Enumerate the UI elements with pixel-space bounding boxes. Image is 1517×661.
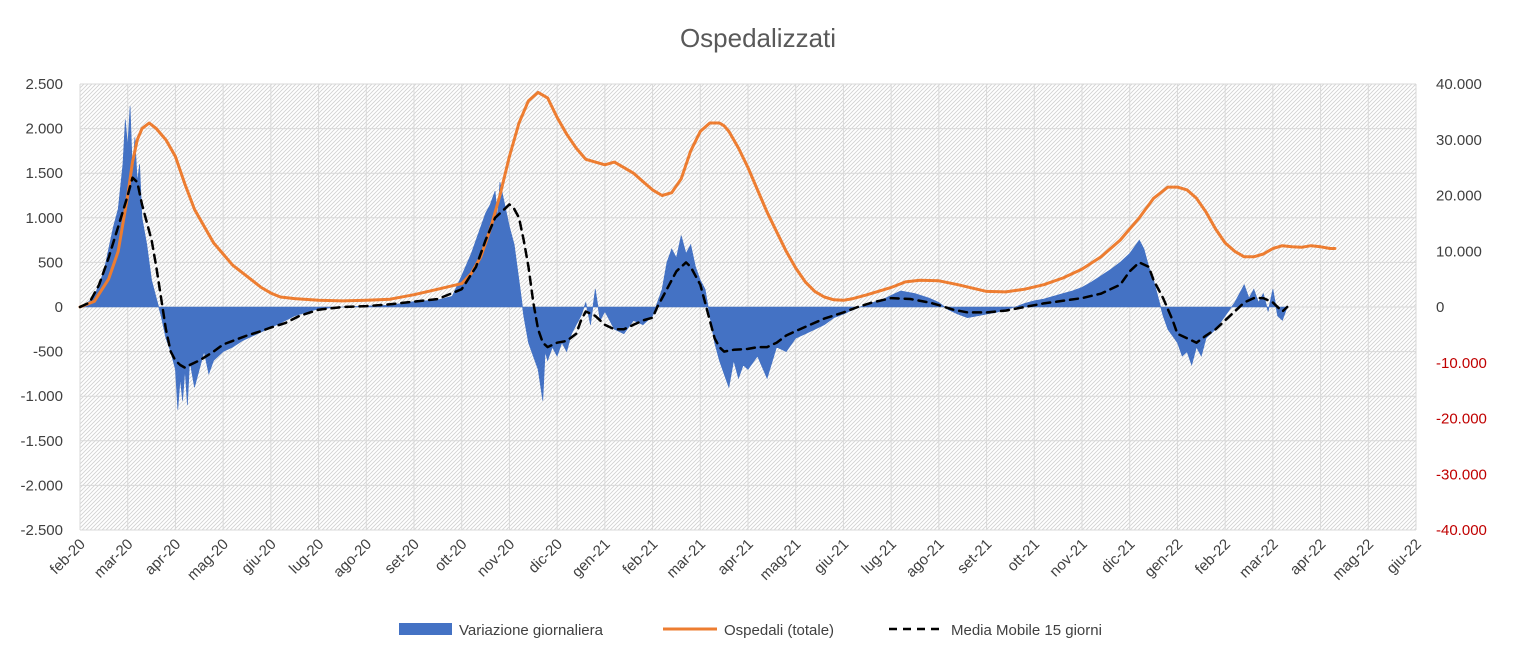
x-tick-label: apr-21 [714, 536, 757, 579]
x-tick-label: mar-22 [1236, 536, 1282, 582]
right-tick-label: 40.000 [1436, 76, 1482, 93]
x-tick-label: lug-21 [858, 536, 900, 578]
right-tick-label: 30.000 [1436, 132, 1482, 149]
left-axis-ticks: 2.500 2.000 1.500 1.000 500 0 -500 -1.000 -1.500… [20, 76, 63, 539]
legend-swatch-variazione [399, 623, 452, 635]
x-tick-label: ott-20 [431, 536, 470, 575]
series-area-variazione-giornaliera [79, 106, 1288, 410]
legend-label-ospedali: Ospedali (totale) [724, 622, 834, 639]
x-tick-label: ott-21 [1004, 536, 1043, 575]
right-tick-label: -30.000 [1436, 466, 1487, 483]
series-line-media-mobile [78, 176, 1289, 369]
left-tick-label: -500 [33, 344, 63, 361]
legend-label-variazione: Variazione giornaliera [459, 622, 604, 639]
right-tick-label: 0 [1436, 299, 1444, 316]
x-tick-label: nov-20 [474, 536, 518, 580]
left-tick-label: -1.500 [20, 433, 63, 450]
grid-layer [79, 83, 1417, 531]
x-tick-label: mag-21 [757, 536, 805, 584]
right-axis-ticks: 40.000 30.000 20.000 10.000 0 -10.000 -20.000 -… [1436, 76, 1487, 539]
x-tick-label: mag-20 [184, 536, 232, 584]
series-lines-group [78, 90, 1337, 369]
x-tick-label: set-21 [954, 536, 996, 578]
right-tick-label: -40.000 [1436, 522, 1487, 539]
x-tick-label: feb-21 [619, 536, 661, 578]
left-tick-label: 0 [55, 299, 63, 316]
x-tick-label: nov-21 [1046, 536, 1090, 580]
right-tick-label: -10.000 [1436, 355, 1487, 372]
series-line-ospedali-totale [78, 90, 1337, 309]
right-tick-label: -20.000 [1436, 411, 1487, 428]
x-tick-label: ago-21 [903, 536, 948, 581]
x-tick-label: mag-22 [1329, 536, 1377, 584]
chart-title: Ospedalizzati [680, 23, 836, 53]
legend: Variazione giornaliera Ospedali (totale)… [399, 622, 1102, 639]
x-tick-label: set-20 [381, 536, 423, 578]
x-tick-label: apr-22 [1287, 536, 1330, 579]
x-tick-label: giu-21 [811, 536, 853, 578]
x-tick-label: ago-20 [330, 536, 375, 581]
left-tick-label: 500 [38, 254, 63, 271]
x-axis-ticks: feb-20 mar-20 apr-20 mag-20 giu-20 lug-20 ago-… [47, 536, 1425, 584]
left-tick-label: 1.500 [25, 165, 63, 182]
x-tick-label: dic-20 [525, 536, 566, 577]
x-tick-label: mar-20 [91, 536, 137, 582]
x-tick-label: giu-22 [1383, 536, 1425, 578]
x-tick-label: giu-20 [238, 536, 280, 578]
x-tick-label: feb-20 [47, 536, 89, 578]
left-tick-label: -2.500 [20, 522, 63, 539]
x-tick-label: mar-21 [663, 536, 709, 582]
left-tick-label: 1.000 [25, 210, 63, 227]
left-tick-label: -1.000 [20, 388, 63, 405]
x-tick-label: gen-21 [569, 536, 614, 581]
legend-label-media-mobile: Media Mobile 15 giorni [951, 622, 1102, 639]
x-tick-label: feb-22 [1192, 536, 1234, 578]
left-tick-label: -2.000 [20, 477, 63, 494]
series-area-group [79, 106, 1288, 410]
right-tick-label: 10.000 [1436, 243, 1482, 260]
left-tick-label: 2.000 [25, 121, 63, 138]
x-tick-label: gen-22 [1141, 536, 1186, 581]
x-tick-label: apr-20 [142, 536, 185, 579]
x-tick-label: dic-21 [1098, 536, 1139, 577]
x-tick-label: lug-20 [286, 536, 328, 578]
left-tick-label: 2.500 [25, 76, 63, 93]
right-tick-label: 20.000 [1436, 188, 1482, 205]
